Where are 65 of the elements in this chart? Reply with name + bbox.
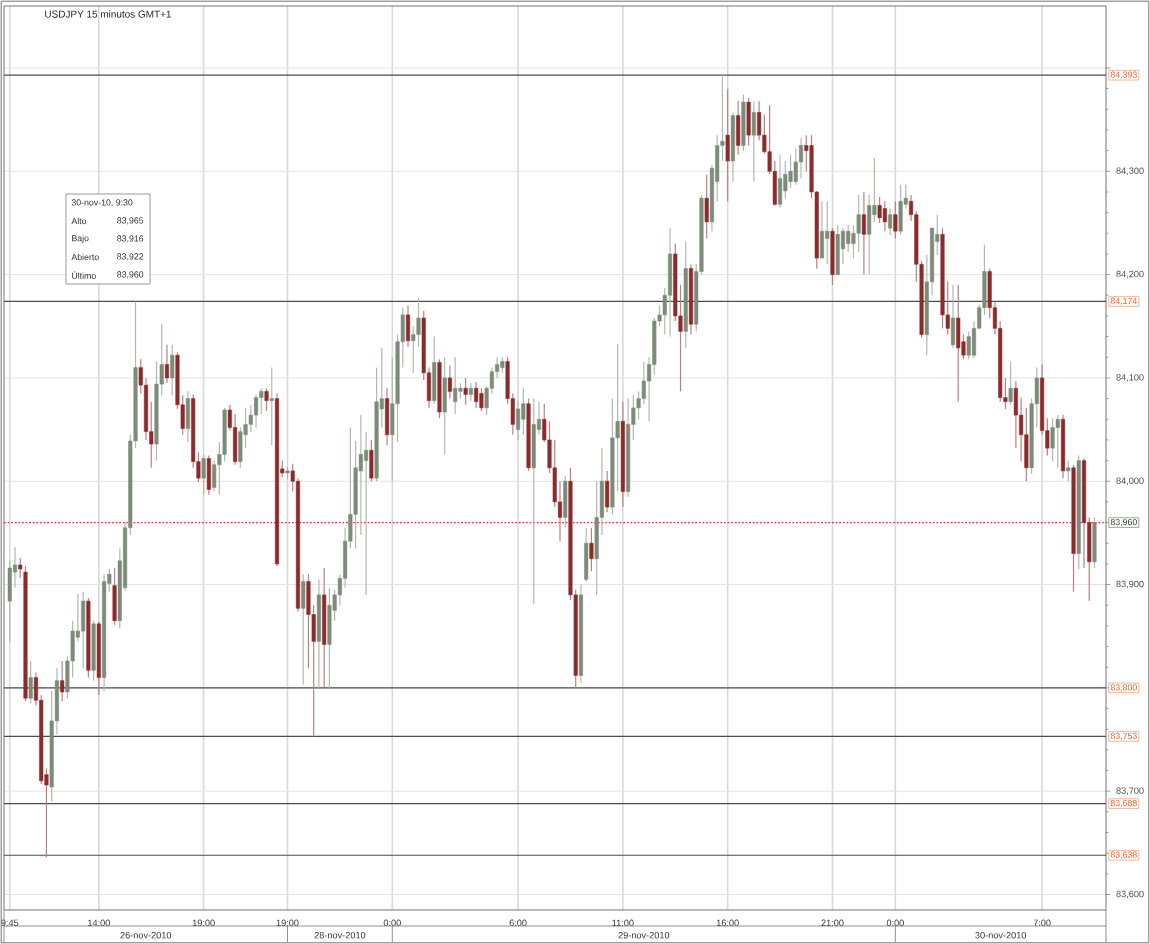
candlestick — [81, 591, 86, 669]
candlestick — [856, 194, 861, 253]
candlestick — [746, 97, 751, 147]
candlestick — [898, 184, 903, 235]
candlestick — [799, 137, 804, 180]
candlestick — [479, 387, 484, 412]
candlestick — [254, 393, 259, 429]
candlestick — [316, 578, 321, 689]
candlestick — [1055, 414, 1060, 469]
candlestick — [835, 224, 840, 276]
candlestick — [584, 527, 589, 583]
candlestick — [369, 439, 374, 482]
candlestick — [861, 191, 866, 276]
candlestick — [741, 94, 746, 152]
candlestick — [463, 377, 468, 406]
candlestick — [605, 470, 610, 513]
candlestick — [521, 387, 526, 436]
candlestick — [432, 335, 437, 405]
candlestick — [730, 111, 735, 183]
candlestick — [589, 527, 594, 572]
candlestick — [269, 366, 274, 446]
candlestick — [185, 390, 190, 443]
candlestick — [751, 100, 756, 183]
candlestick — [888, 207, 893, 236]
candlestick — [474, 381, 479, 409]
candlestick — [164, 344, 169, 384]
candlestick — [28, 660, 33, 704]
candlestick — [877, 196, 882, 224]
candlestick — [327, 587, 332, 689]
candlestick — [531, 397, 536, 605]
candlestick — [725, 88, 730, 202]
candlestick — [442, 356, 447, 455]
candlestick — [966, 330, 971, 360]
candlestick — [468, 382, 473, 402]
candlestick — [1092, 516, 1097, 569]
candlestick — [385, 387, 390, 446]
candlestick — [830, 227, 835, 286]
candlestick — [667, 227, 673, 338]
candlestick — [206, 454, 211, 496]
candlestick — [893, 200, 898, 240]
candlestick — [405, 305, 411, 348]
candlestick — [956, 284, 961, 403]
candlestick — [453, 356, 458, 415]
candlestick — [563, 475, 568, 529]
candlestick — [783, 160, 788, 199]
candlestick — [950, 284, 956, 349]
candlestick — [1008, 360, 1013, 406]
candlestick — [60, 660, 65, 702]
candlestick — [264, 387, 269, 412]
candlestick — [201, 453, 206, 496]
candlestick — [170, 344, 175, 397]
candlestick — [233, 413, 238, 466]
candlestick — [447, 364, 452, 400]
candlestick — [825, 200, 830, 265]
candlestick — [819, 200, 825, 259]
candlestick — [882, 200, 887, 232]
candlestick — [736, 100, 741, 156]
candlestick — [1066, 459, 1071, 482]
candlestick — [704, 173, 709, 240]
candlestick — [778, 154, 783, 209]
candlestick — [91, 620, 96, 682]
candlestick — [301, 573, 306, 686]
candlestick — [112, 567, 117, 626]
candlestick — [846, 224, 851, 253]
candlestick — [1050, 417, 1055, 463]
